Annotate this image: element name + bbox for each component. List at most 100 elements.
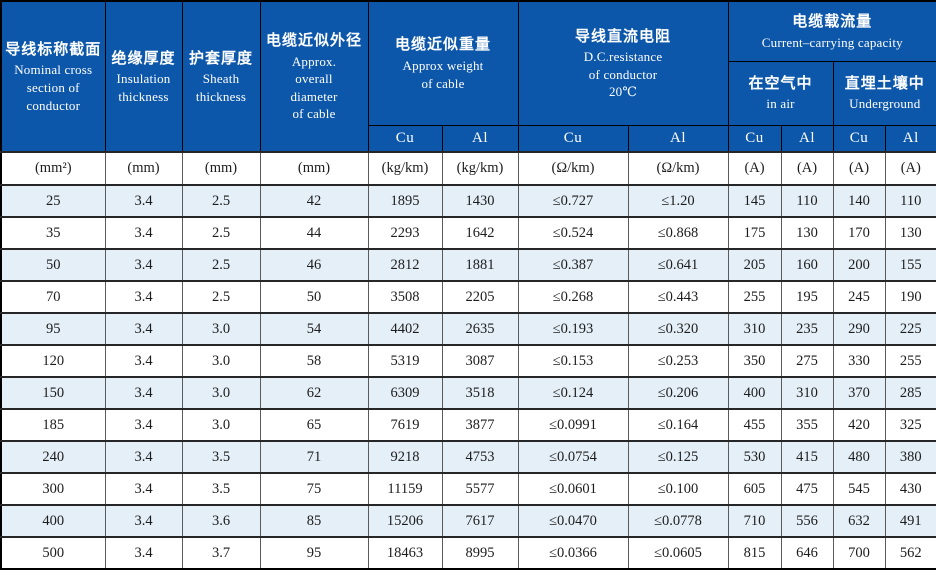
header-dc-resistance-zh: 导线直流电阻 [575,27,672,45]
table-cell: 3087 [441,344,519,378]
header-diameter-en: Approx. overall diameter of cable [290,53,338,122]
table-row: 150 3.4 3.0 62 6309 3518 ≤0.124 ≤0.206 400 310 370… [0,376,936,410]
table-cell: 3.5 [181,440,261,474]
table-cell: 235 [780,312,834,346]
table-cell: 50 [0,248,106,282]
header-diameter: 电缆近似外径 Approx. overall diameter of cable [259,0,369,153]
table-cell: ≤0.641 [627,248,729,282]
table-cell: 255 [884,344,936,378]
table-cell: ≤0.727 [517,184,629,218]
table-cell: 65 [259,408,369,442]
table-cell: 15206 [367,504,443,538]
table-cell: ≤0.0605 [627,536,729,570]
header-insulation: 绝缘厚度 Insulation thickness [104,0,183,153]
header-underground-zh: 直埋土壤中 [844,74,925,92]
table-cell: 85 [259,504,369,538]
table-cell: 110 [884,184,936,218]
table-cell: 3518 [441,376,519,410]
table-cell: 3.4 [104,408,183,442]
table-cell: 310 [780,376,834,410]
table-cell: 62 [259,376,369,410]
table-cell: 325 [884,408,936,442]
header-capacity-en: Current–carrying capacity [761,34,903,50]
table-cell: 110 [780,184,834,218]
table-cell: 9218 [367,440,443,474]
table-cell: ≤0.320 [627,312,729,346]
unit-cell: (kg/km) [441,151,519,186]
table-cell: 225 [884,312,936,346]
table-cell: 4402 [367,312,443,346]
table-cell: ≤0.0754 [517,440,629,474]
table-cell: 530 [727,440,782,474]
table-cell: 2.5 [181,280,261,314]
table-cell: ≤0.0366 [517,536,629,570]
table-cell: 42 [259,184,369,218]
table-cell: 245 [832,280,886,314]
table-cell: 95 [0,312,106,346]
unit-cell: (Ω/km) [517,151,629,186]
table-row: 185 3.4 3.0 65 7619 3877 ≤0.0991 ≤0.164 455 355 42… [0,408,936,442]
table-cell: 491 [884,504,936,538]
table-cell: 2.5 [181,184,261,218]
unit-cell: (A) [832,151,886,186]
table-cell: 130 [884,216,936,250]
table-cell: 420 [832,408,886,442]
table-row: 35 3.4 2.5 44 2293 1642 ≤0.524 ≤0.868 175 130 170 1… [0,216,936,250]
table-cell: 3.6 [181,504,261,538]
table-cell: 2205 [441,280,519,314]
table-cell: 2293 [367,216,443,250]
unit-cell: (A) [727,151,782,186]
table-body: (mm²) (mm) (mm) (mm) (kg/km) (kg/km) (Ω/… [0,151,936,570]
table-cell: 150 [0,376,106,410]
table-cell: 46 [259,248,369,282]
table-cell: ≤0.0470 [517,504,629,538]
table-cell: 3.0 [181,376,261,410]
table-cell: 3.7 [181,536,261,570]
table-row: 95 3.4 3.0 54 4402 2635 ≤0.193 ≤0.320 310 235 290 2… [0,312,936,346]
unit-cell: (mm) [181,151,261,186]
table-cell: ≤0.124 [517,376,629,410]
table-cell: 290 [832,312,886,346]
table-cell: 50 [259,280,369,314]
table-cell: 95 [259,536,369,570]
table-cell: ≤0.0601 [517,472,629,506]
table-cell: 160 [780,248,834,282]
metal-col-underground-al: Al [884,124,936,153]
table-cell: ≤0.387 [517,248,629,282]
table-cell: 475 [780,472,834,506]
table-row: 70 3.4 2.5 50 3508 2205 ≤0.268 ≤0.443 255 195 245 1… [0,280,936,314]
header-insulation-en: Insulation thickness [116,71,171,104]
table-cell: 3877 [441,408,519,442]
table-cell: 3.4 [104,216,183,250]
table-cell: 155 [884,248,936,282]
header-capacity-zh: 电缆载流量 [792,13,873,31]
table-cell: 3.4 [104,312,183,346]
table-cell: 1430 [441,184,519,218]
header-sheath-zh: 护套厚度 [188,49,253,67]
table-cell: 2635 [441,312,519,346]
metal-col-dc-al: Al [627,124,729,153]
table-cell: 500 [0,536,106,570]
table-cell: ≤0.0991 [517,408,629,442]
header-row-top: 导线标称截面 Nominal cross section of conducto… [0,0,936,153]
table-cell: ≤0.153 [517,344,629,378]
table-cell: 2812 [367,248,443,282]
table-cell: 400 [0,504,106,538]
table-cell: 815 [727,536,782,570]
table-cell: 370 [832,376,886,410]
header-row-metals: Cu Al Cu Al Cu Al Cu Al [1,124,936,153]
header-weight-zh: 电缆近似重量 [395,36,492,54]
table-cell: 58 [259,344,369,378]
header-sheath: 护套厚度 Sheath thickness [181,0,261,153]
unit-cell: (mm) [259,151,369,186]
header-dc-resistance-en: D.C.resistance of conductor 20℃ [583,49,663,100]
table-row: 400 3.4 3.6 85 15206 7617 ≤0.0470 ≤0.0778 710 556… [0,504,936,538]
table-cell: 170 [832,216,886,250]
table-cell: 605 [727,472,782,506]
table-cell: 3.0 [181,408,261,442]
table-cell: 205 [727,248,782,282]
table-cell: 275 [780,344,834,378]
table-cell: 185 [0,408,106,442]
header-in-air-zh: 在空气中 [748,74,813,92]
table-cell: 3.4 [104,472,183,506]
